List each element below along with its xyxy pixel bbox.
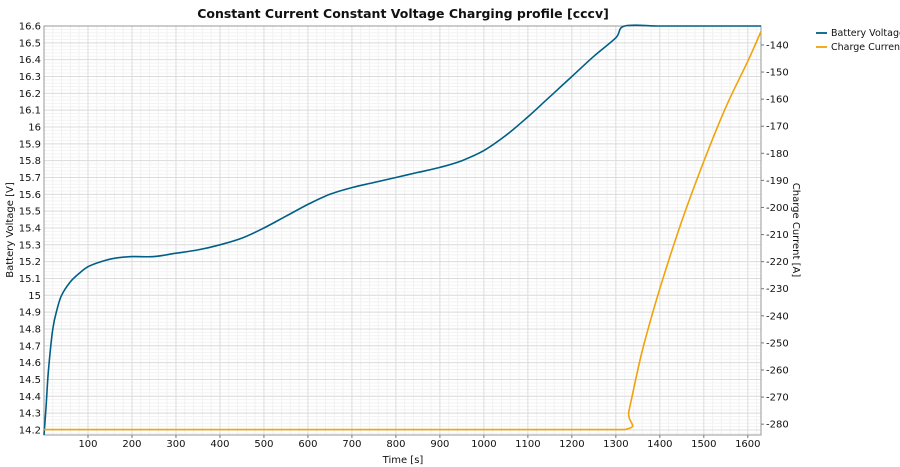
x-tick-label: 500 xyxy=(254,439,273,450)
y2-tick-label: -160 xyxy=(766,95,789,106)
x-tick-label: 1600 xyxy=(735,439,760,450)
y2-tick-label: -230 xyxy=(766,284,789,295)
y-tick-label: 15.1 xyxy=(19,274,41,285)
y2-tick-label: -250 xyxy=(766,338,789,349)
y2-tick-label: -240 xyxy=(766,311,789,322)
y-tick-label: 16.1 xyxy=(19,106,41,117)
y2-tick-label: -210 xyxy=(766,230,789,241)
y2-tick-label: -220 xyxy=(766,257,789,268)
series-lines xyxy=(43,24,762,436)
y-tick-label: 15 xyxy=(28,291,41,302)
chart-title: Constant Current Constant Voltage Chargi… xyxy=(197,6,609,21)
y-tick-label: 16.2 xyxy=(19,89,41,100)
x-axis-label: Time [s] xyxy=(382,455,424,466)
y-tick-label: 15.3 xyxy=(19,240,41,251)
y-tick-label: 15.6 xyxy=(19,190,41,201)
y2-tick-label: -270 xyxy=(766,393,789,404)
y-tick-label: 14.6 xyxy=(19,358,41,369)
x-tick-label: 1100 xyxy=(515,439,540,450)
x-tick-label: 600 xyxy=(298,439,317,450)
y-tick-label: 14.9 xyxy=(19,308,41,319)
y2-tick-label: -200 xyxy=(766,203,789,214)
y-tick-label: 16.6 xyxy=(19,22,41,33)
y-axis-label: Battery Voltage [V] xyxy=(5,182,16,278)
series-line-battery-voltage xyxy=(43,24,761,436)
x-tick-label: 1200 xyxy=(559,439,584,450)
y2-axis-label: Charge Current [A] xyxy=(790,183,801,278)
series-line-charge-current xyxy=(43,31,762,431)
y-tick-label: 14.7 xyxy=(19,341,41,352)
x-tick-label: 400 xyxy=(210,439,229,450)
x-tick-label: 300 xyxy=(166,439,185,450)
y-tick-label: 14.3 xyxy=(19,409,41,420)
y2-tick-label: -150 xyxy=(766,68,789,79)
y2-tick-label: -280 xyxy=(766,420,789,431)
y2-tick-label: -180 xyxy=(766,149,789,160)
legend-label-charge-current: Charge Current xyxy=(831,42,900,53)
y2-tick-label: -260 xyxy=(766,365,789,376)
y-tick-label: 16.3 xyxy=(19,72,41,83)
y-tick-label: 14.8 xyxy=(19,324,41,335)
y-tick-label: 14.2 xyxy=(19,425,41,436)
y-tick-label: 15.7 xyxy=(19,173,41,184)
x-tick-label: 900 xyxy=(430,439,449,450)
x-tick-label: 700 xyxy=(342,439,361,450)
x-tick-label: 1300 xyxy=(603,439,628,450)
x-tick-label: 1500 xyxy=(691,439,716,450)
legend[interactable]: Battery Voltage Charge Current xyxy=(816,28,900,53)
y-tick-label: 15.2 xyxy=(19,257,41,268)
x-tick-label: 100 xyxy=(78,439,97,450)
y2-tick-label: -190 xyxy=(766,176,789,187)
y-tick-label: 15.5 xyxy=(19,207,41,218)
x-tick-label: 200 xyxy=(122,439,141,450)
grid xyxy=(44,25,761,435)
y2-tick-label: -170 xyxy=(766,122,789,133)
y-tick-label: 15.4 xyxy=(19,223,41,234)
y-tick-label: 15.8 xyxy=(19,156,41,167)
y2-tick-label: -140 xyxy=(766,40,789,51)
plot-area xyxy=(43,25,762,436)
y-tick-label: 14.5 xyxy=(19,375,41,386)
y-tick-label: 14.4 xyxy=(19,392,41,403)
y-tick-label: 16.4 xyxy=(19,55,41,66)
x-tick-label: 800 xyxy=(386,439,405,450)
tick-labels: 100 200 300 400 500 600 700 800 900 1000 1100 1200 1… xyxy=(19,22,789,451)
y-tick-label: 16 xyxy=(28,122,41,133)
x-tick-label: 1000 xyxy=(471,439,496,450)
y-tick-label: 15.9 xyxy=(19,139,41,150)
y-tick-label: 16.5 xyxy=(19,38,41,49)
x-tick-label: 1400 xyxy=(647,439,672,450)
legend-label-battery-voltage: Battery Voltage xyxy=(831,28,900,39)
